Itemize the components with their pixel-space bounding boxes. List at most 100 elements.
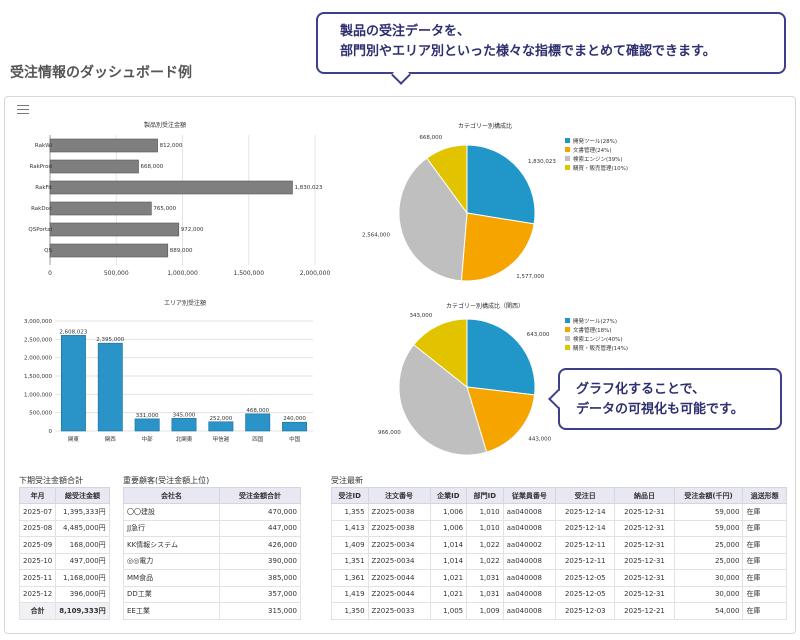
table-row[interactable]: 2025-09 168,000円 [18,536,110,554]
col-header[interactable]: 従業員番号 [502,487,557,504]
table-cell: 1,409 [331,536,369,554]
table-cell: 1,031 [466,569,504,587]
col-header[interactable]: 部門ID [466,487,504,504]
table-row[interactable]: 1,355 Z2025-0038 1,006 1,010 aa040008 2025-12… [331,503,787,521]
table-row[interactable]: 2025-10 497,000円 [18,552,110,570]
table-cell: 2025-12-31 [614,503,675,521]
table-row[interactable]: 2025-11 1,168,000円 [18,569,110,587]
data-label: 468,000 [246,408,269,414]
chart-title: カテゴリー別構成比 [458,122,512,130]
table-cell: 8,109,333円 [55,602,110,620]
table-cell: 2025-12-11 [555,552,616,570]
data-label: 765,000 [153,206,176,212]
table-row[interactable]: ◎◎電力 390,000 [123,552,302,570]
table-row[interactable]: 1,361 Z2025-0044 1,021 1,031 aa040008 2025-12… [331,569,787,587]
callout-top: 製品の受注データを、 部門別やエリア別といった様々な指標でまとめて確認できます。 [316,12,786,85]
table-row[interactable]: JJ急行 447,000 [123,519,302,537]
table-cell: JJ急行 [123,519,220,537]
table-row[interactable]: 1,409 Z2025-0034 1,014 1,022 aa040002 2025-12… [331,536,787,554]
x-tick-label: 2,000,000 [300,270,331,277]
col-header[interactable]: 受注ID [331,487,369,504]
callout-mid-line1: グラフ化することで、 [576,382,706,397]
table-cell: 2025-12-14 [555,503,616,521]
col-header[interactable]: 受注金額(千円) [673,487,744,504]
table-cell: Z2025-0038 [367,519,431,537]
col-header[interactable]: 注文番号 [367,487,431,504]
y-tick-label: 2,500,000 [24,337,52,343]
col-header[interactable]: 会社名 [123,487,220,504]
orders-table-title: 受注最新 [331,476,363,485]
table-cell: 2025-07 [18,503,57,521]
data-label: 345,000 [173,412,196,418]
callout-mid: グラフ化することで、 データの可視化も可能です。 [548,368,782,430]
table-cell: aa040008 [502,585,557,603]
col-header[interactable]: 受注金額合計 [218,487,302,504]
dashboard-panel: 製品別受注金額 0 500,000 1,000,000 1,500,000 2,000,0… [4,96,796,634]
hamburger-menu-icon[interactable] [17,105,29,115]
table-cell: 25,000 [673,536,744,554]
bar [245,413,271,432]
table-cell: Z2025-0038 [367,503,431,521]
table-row[interactable]: 合計 8,109,333円 [18,602,110,620]
table-cell: 1,351 [331,552,369,570]
col-header[interactable]: 総受注金額 [55,487,110,504]
table-cell: 1,395,333円 [55,503,110,521]
legend-swatch [565,318,570,323]
table-cell: 2025-12-31 [614,552,675,570]
y-tick-label: 1,000,000 [24,392,52,398]
col-header[interactable]: 過送形態 [742,487,787,504]
col-header[interactable]: 企業ID [429,487,468,504]
table-cell: 2025-12-31 [614,536,675,554]
col-header[interactable]: 年月 [18,487,57,504]
table-row[interactable]: 1,419 Z2025-0044 1,021 1,031 aa040008 2025-12… [331,585,787,603]
table-cell: 1,413 [331,519,369,537]
table-cell: aa040008 [502,602,557,620]
table-cell: aa040008 [502,519,557,537]
table-cell: 〇〇建設 [123,503,220,521]
table-cell: 2025-12-31 [614,519,675,537]
table-row[interactable]: EE工業 315,000 [123,602,302,620]
table-row[interactable]: DD工業 357,000 [123,585,302,603]
bar [60,335,86,432]
table-cell: 2025-12-31 [614,569,675,587]
table-cell: 1,006 [429,503,468,521]
x-tick-label: 1,500,000 [233,270,264,277]
callout-top-line1: 製品の受注データを、 [340,24,471,39]
x-tick-label: 0 [48,270,52,277]
table-row[interactable]: MM食品 385,000 [123,569,302,587]
table-row[interactable]: KK情報システム 426,000 [123,536,302,554]
x-tick-label: 1,000,000 [167,270,198,277]
table-cell: 2025-12-05 [555,569,616,587]
table-row[interactable]: 〇〇建設 470,000 [123,503,302,521]
table-row[interactable]: 2025-08 4,485,000円 [18,519,110,537]
table-row[interactable]: 2025-12 396,000円 [18,585,110,603]
table-cell: aa040008 [502,552,557,570]
table-cell: 168,000円 [55,536,110,554]
legend-label: 文書管理(24%) [573,146,612,154]
table-cell: 1,021 [429,585,468,603]
table-cell: 2025-10 [18,552,57,570]
category-label: 甲信越 [213,435,230,443]
table-row[interactable]: 1,350 Z2025-0033 1,005 1,009 aa040008 2025-12… [331,602,787,620]
col-header[interactable]: 納品日 [614,487,675,504]
category-label: QS [44,248,52,254]
category-label: RakDoc [31,206,52,212]
data-label: 331,000 [136,413,159,419]
table-cell: 426,000 [218,536,302,554]
table-row[interactable]: 2025-07 1,395,333円 [18,503,110,521]
table-cell: 合計 [18,602,57,620]
table-row[interactable]: 1,351 Z2025-0034 1,014 1,022 aa040008 2025-12… [331,552,787,570]
legend-label: 文書管理(18%) [573,326,612,334]
table-row[interactable]: 1,413 Z2025-0038 1,006 1,010 aa040008 2025-12… [331,519,787,537]
col-header[interactable]: 受注日 [555,487,616,504]
category-label: RakFit [35,185,53,191]
data-label: 2,608,023 [59,329,87,335]
legend-swatch [565,165,570,170]
category-label: QSPortal [28,227,52,233]
table-cell: 390,000 [218,552,302,570]
pie-slice [466,144,536,225]
table-cell: 1,355 [331,503,369,521]
bar [134,418,160,432]
table-cell: 396,000円 [55,585,110,603]
table-cell: 在庫 [742,503,787,521]
